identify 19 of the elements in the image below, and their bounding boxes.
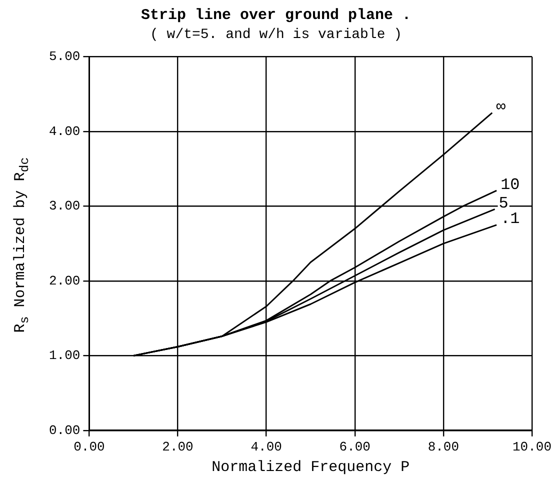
x-tick-label: 0.00 xyxy=(74,440,105,455)
y-tick-label: 5.00 xyxy=(48,49,80,64)
chart-subtitle: ( w/t=5. and w/h is variable ) xyxy=(150,27,402,44)
y-tick-label: 3.00 xyxy=(48,198,80,214)
y-tick-label: 4.00 xyxy=(48,124,80,139)
series-label: ∞ xyxy=(496,98,506,116)
series-label: 5 xyxy=(498,194,508,212)
y-tick-label: 2.00 xyxy=(48,273,80,288)
y-tick-label: 1.00 xyxy=(48,348,80,364)
series-label: .1 xyxy=(500,210,520,228)
x-tick-label: 10.00 xyxy=(512,440,552,455)
x-tick-label: 4.00 xyxy=(250,440,282,455)
x-axis-title: Normalized Frequency P xyxy=(212,458,410,476)
y-tick-label: 0.00 xyxy=(48,422,80,438)
series-label: 10 xyxy=(500,176,520,194)
x-tick-label: 2.00 xyxy=(162,440,194,455)
chart-title: Strip line over ground plane . xyxy=(140,6,412,24)
x-tick-label: 6.00 xyxy=(339,440,370,455)
x-tick-label: 8.00 xyxy=(428,440,460,455)
